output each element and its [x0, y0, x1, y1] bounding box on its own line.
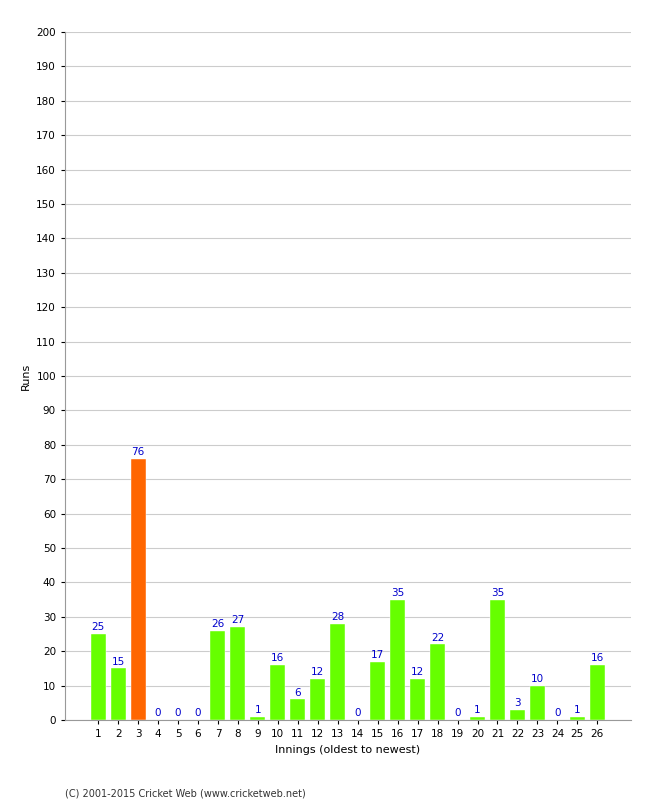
Bar — [211, 630, 226, 720]
Bar — [270, 665, 285, 720]
Text: 17: 17 — [371, 650, 384, 660]
Text: 15: 15 — [112, 657, 125, 666]
Text: 0: 0 — [175, 708, 181, 718]
Text: 10: 10 — [531, 674, 544, 684]
Bar — [231, 627, 246, 720]
Text: 16: 16 — [591, 654, 604, 663]
Bar — [430, 644, 445, 720]
Text: 0: 0 — [354, 708, 361, 718]
Text: 0: 0 — [554, 708, 561, 718]
Text: 28: 28 — [331, 612, 345, 622]
Text: 0: 0 — [454, 708, 461, 718]
Text: 0: 0 — [195, 708, 202, 718]
Bar — [410, 678, 425, 720]
Text: 1: 1 — [255, 705, 261, 715]
Bar — [131, 458, 146, 720]
Text: 76: 76 — [131, 447, 145, 457]
Text: 12: 12 — [411, 667, 424, 677]
Text: 1: 1 — [474, 705, 481, 715]
Bar — [510, 710, 525, 720]
Text: 1: 1 — [574, 705, 580, 715]
Text: 12: 12 — [311, 667, 324, 677]
Bar — [291, 699, 306, 720]
Text: 3: 3 — [514, 698, 521, 708]
Bar — [111, 669, 125, 720]
Y-axis label: Runs: Runs — [21, 362, 31, 390]
Text: 0: 0 — [155, 708, 161, 718]
Bar — [390, 600, 405, 720]
Bar — [570, 717, 585, 720]
Text: 35: 35 — [491, 588, 504, 598]
Text: 26: 26 — [211, 619, 225, 629]
Text: (C) 2001-2015 Cricket Web (www.cricketweb.net): (C) 2001-2015 Cricket Web (www.cricketwe… — [65, 788, 306, 798]
Bar — [370, 662, 385, 720]
X-axis label: Innings (oldest to newest): Innings (oldest to newest) — [275, 745, 421, 754]
Bar — [91, 634, 106, 720]
Text: 16: 16 — [271, 654, 285, 663]
Bar — [470, 717, 485, 720]
Bar — [310, 678, 325, 720]
Text: 22: 22 — [431, 633, 444, 642]
Text: 27: 27 — [231, 615, 244, 626]
Bar — [490, 600, 505, 720]
Text: 25: 25 — [92, 622, 105, 632]
Bar — [250, 717, 265, 720]
Text: 35: 35 — [391, 588, 404, 598]
Text: 6: 6 — [294, 688, 301, 698]
Bar — [530, 686, 545, 720]
Bar — [330, 624, 345, 720]
Bar — [590, 665, 605, 720]
